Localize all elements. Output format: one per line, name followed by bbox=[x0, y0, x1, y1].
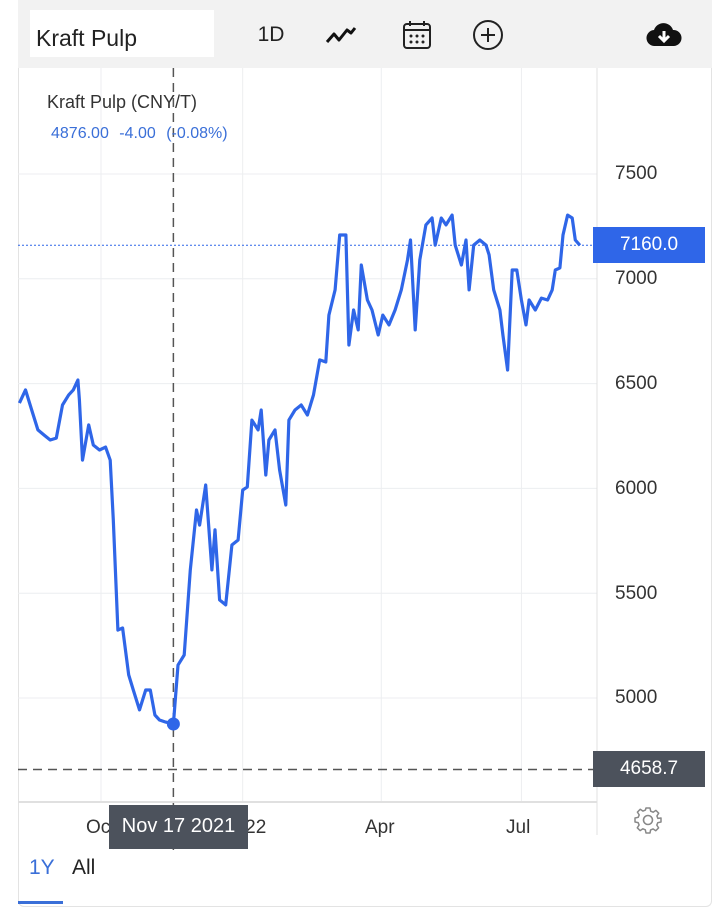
legend-title: Kraft Pulp (CNY/T) bbox=[47, 92, 198, 112]
x-tick: Jul bbox=[506, 817, 531, 838]
y-tick: 6000 bbox=[615, 478, 658, 499]
cloud-download-icon[interactable] bbox=[644, 18, 684, 52]
chart-widget bbox=[18, 0, 712, 907]
last-price-label: 7160.0 bbox=[593, 227, 705, 263]
y-tick: 7500 bbox=[615, 163, 658, 184]
calendar-icon[interactable] bbox=[399, 18, 435, 52]
y-tick: 5500 bbox=[615, 583, 658, 604]
legend-last: 4876.00 bbox=[51, 125, 109, 142]
price-line-series bbox=[17, 213, 582, 726]
legend-change-pct: (-0.08%) bbox=[166, 125, 228, 142]
legend-values: 4876.00 -4.00 (-0.08%) bbox=[51, 125, 228, 143]
crosshair-price-label: 4658.7 bbox=[593, 751, 705, 787]
y-tick: 6500 bbox=[615, 373, 658, 394]
x-tick: Oct bbox=[86, 817, 116, 838]
tab-1y[interactable]: 1Y bbox=[29, 856, 55, 879]
interval-button[interactable]: 1D bbox=[257, 23, 285, 46]
crosshair-date-label: Nov 17 2021 bbox=[109, 805, 248, 849]
line-chart-icon[interactable] bbox=[323, 18, 359, 52]
y-tick: 7000 bbox=[615, 268, 658, 289]
active-tab-indicator bbox=[18, 901, 63, 904]
legend-change: -4.00 bbox=[119, 125, 156, 142]
x-tick: Apr bbox=[365, 817, 395, 838]
symbol-search-input[interactable]: Kraft Pulp bbox=[30, 10, 214, 57]
toolbar: Kraft Pulp 1D bbox=[18, 0, 712, 68]
y-tick: 5000 bbox=[615, 687, 658, 708]
tab-all[interactable]: All bbox=[72, 856, 96, 879]
add-indicator-icon[interactable] bbox=[470, 18, 506, 52]
settings-gear-icon[interactable] bbox=[634, 806, 662, 839]
crosshair-point bbox=[166, 717, 180, 731]
